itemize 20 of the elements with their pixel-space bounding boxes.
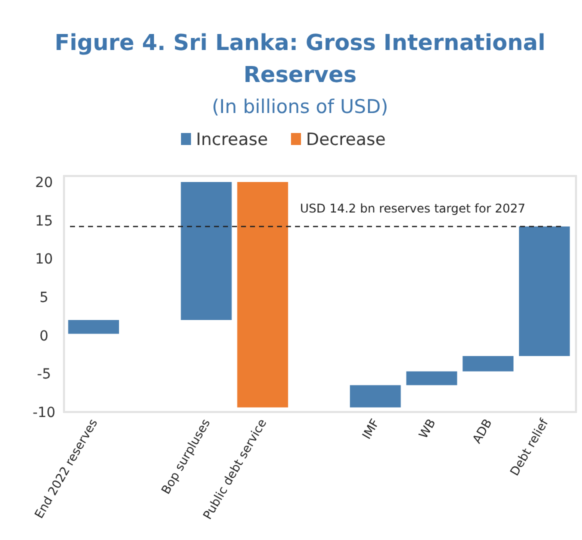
- bar: [462, 356, 514, 372]
- chart-subtitle: (In billions of USD): [212, 96, 388, 118]
- y-tick-label: 20: [35, 175, 53, 191]
- y-tick-label: -5: [37, 366, 51, 383]
- bar: [350, 385, 401, 408]
- y-tick-label: 5: [40, 290, 48, 306]
- y-tick-label: 15: [35, 213, 53, 230]
- ref-line-label: USD 14.2 bn reserves target for 2027: [300, 201, 526, 216]
- bar: [518, 226, 570, 356]
- legend-label: Decrease: [306, 130, 386, 150]
- chart-title: Figure 4. Sri Lanka: Gross International Reserves: [54, 31, 546, 88]
- legend-label: Increase: [196, 130, 268, 150]
- bar: [180, 182, 232, 320]
- y-tick-label: 0: [40, 328, 48, 344]
- y-tick-label: -10: [32, 405, 56, 421]
- bar: [237, 182, 288, 408]
- x-tick-label: WB: [416, 416, 438, 441]
- bar: [68, 320, 120, 334]
- bar: [406, 371, 458, 386]
- y-tick-label: 10: [35, 252, 53, 268]
